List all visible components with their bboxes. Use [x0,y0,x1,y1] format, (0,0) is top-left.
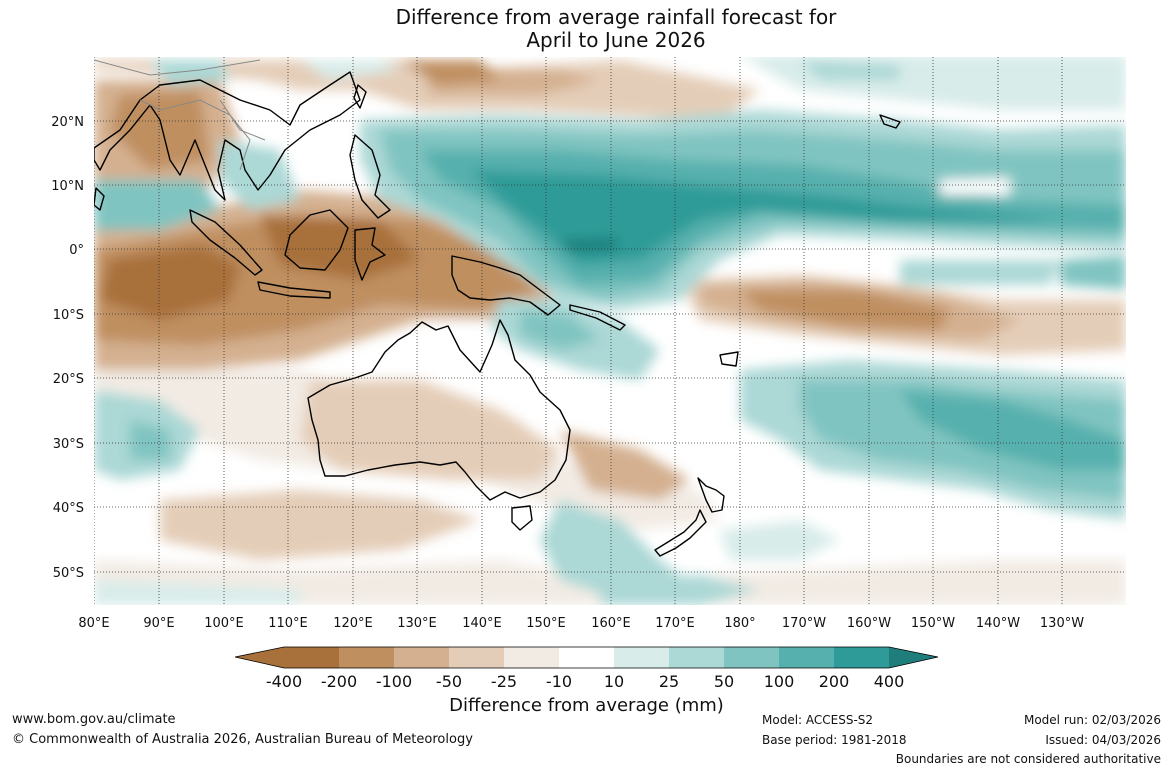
lon-label: 150°E [526,616,566,631]
colorbar-label: 10 [604,672,624,691]
colorbar-swatch [834,647,889,668]
rainfall-map: 20°N 10°N 0° 10°S 20°S 30°S 40°S 50°S 80… [51,57,1126,691]
colorbar-title: Difference from average (mm) [449,695,724,716]
colorbar-high-arrow [889,647,938,668]
rainfall-anomaly-field [94,57,1126,605]
lat-label: 30°S [53,437,84,452]
colorbar-label: -25 [491,672,517,691]
hawaii-outline [879,114,901,129]
base-period: Base period: 1981-2018 [762,733,907,747]
lat-label: 40°S [53,501,84,516]
lon-label: 130°W [1040,616,1084,631]
colorbar-swatch [339,647,394,668]
colorbar-label: -200 [321,672,357,691]
sumatra-outline [189,209,263,276]
lat-label: 10°S [53,308,84,323]
lon-label: 170°W [782,616,826,631]
lon-label: 120°E [333,616,373,631]
java-outline [257,281,331,299]
lon-label: 160°E [591,616,631,631]
taiwan-outline [353,84,367,109]
lon-label: 100°E [204,616,244,631]
colorbar-swatch [779,647,834,668]
colorbar: -400 -200 -100 -50 -25 -10 10 25 50 100 … [234,646,939,691]
boundary-disclaimer: Boundaries are not considered authoritat… [895,752,1161,766]
lon-label: 80°E [78,616,109,631]
coastlines [94,71,901,557]
colorbar-swatch [559,647,614,668]
colorbar-low-arrow [235,647,284,668]
lat-label: 0° [69,243,84,258]
fiji-outline [719,351,739,367]
colorbar-label: -10 [546,672,572,691]
colorbar-label: -400 [266,672,302,691]
lat-label: 10°N [51,179,84,194]
model-run-date: Model run: 02/03/2026 [1023,713,1161,727]
colorbar-swatch [724,647,779,668]
mainland-asia-outline [94,71,361,201]
philippines-outline [349,134,391,219]
lon-label: 140°E [462,616,502,631]
lat-label: 20°N [51,115,84,130]
new-zealand-south-outline [654,509,707,557]
sri-lanka-outline [94,187,105,211]
colorbar-swatch [284,647,339,668]
colorbar-label: 25 [659,672,679,691]
colorbar-swatch [614,647,669,668]
sulawesi-outline [354,227,386,281]
colorbar-label: 100 [764,672,795,691]
colorbar-swatch [669,647,724,668]
lon-label: 150°W [911,616,955,631]
colorbar-swatch [449,647,504,668]
colorbar-label: 50 [714,672,734,691]
lon-label: 180° [724,616,755,631]
issued-date: Issued: 04/03/2026 [1045,733,1161,747]
tasmania-outline [511,505,533,531]
lon-label: 110°E [268,616,308,631]
lon-label: 90°E [143,616,174,631]
map-title-line-1: Difference from average rainfall forecas… [395,5,837,29]
australia-outline [307,319,571,501]
colorbar-swatch [394,647,449,668]
country-borders [94,59,266,171]
lon-label: 140°W [976,616,1020,631]
new-guinea-outline [451,255,561,316]
borneo-outline [284,209,349,271]
colorbar-label: -50 [436,672,462,691]
colorbar-swatch [504,647,559,668]
website-url: www.bom.gov.au/climate [12,712,176,727]
lat-label: 50°S [53,566,84,581]
graticule [94,57,1126,605]
map-title-line-2: April to June 2026 [526,28,706,52]
new-zealand-north-outline [697,477,725,513]
model-name: Model: ACCESS-S2 [762,713,874,727]
lon-label: 130°E [397,616,437,631]
lat-label: 20°S [53,372,84,387]
colorbar-labels: -400 -200 -100 -50 -25 -10 10 25 50 100 … [266,672,904,691]
colorbar-label: -100 [376,672,412,691]
longitude-labels: 80°E 90°E 100°E 110°E 120°E 130°E 140°E … [78,616,1084,631]
copyright-notice: © Commonwealth of Australia 2026, Austra… [12,732,473,747]
colorbar-label: 400 [874,672,905,691]
lon-label: 170°E [655,616,695,631]
lon-label: 160°W [847,616,891,631]
solomon-islands-outline [569,304,626,331]
colorbar-label: 200 [819,672,850,691]
latitude-labels: 20°N 10°N 0° 10°S 20°S 30°S 40°S 50°S [51,115,84,581]
